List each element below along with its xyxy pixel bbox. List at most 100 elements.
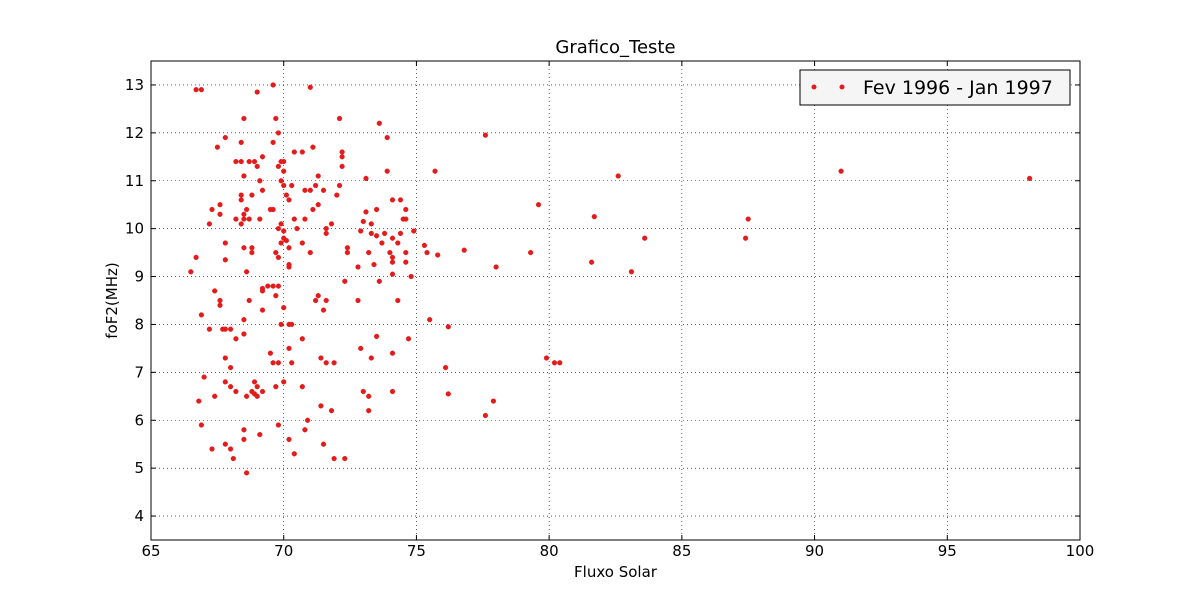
data-point (405, 336, 412, 342)
data-point (281, 159, 287, 165)
data-point (299, 149, 305, 155)
data-point (403, 216, 409, 222)
data-point (222, 257, 228, 263)
data-point (389, 254, 396, 261)
data-point (198, 312, 205, 318)
data-point (273, 384, 279, 390)
data-point (403, 206, 409, 213)
data-point (244, 470, 250, 476)
data-point (289, 360, 295, 366)
data-point (307, 250, 313, 256)
data-point (358, 345, 364, 352)
chart-title: Grafico_Teste (555, 37, 675, 58)
data-point (403, 250, 409, 256)
data-point (283, 238, 290, 244)
data-point (238, 192, 244, 198)
data-point (254, 384, 260, 390)
data-point (241, 436, 247, 443)
data-point (482, 412, 489, 419)
data-point (270, 283, 276, 289)
data-point (408, 273, 414, 280)
data-point (259, 288, 266, 294)
data-point (241, 245, 247, 251)
y-tick-label: 13 (125, 76, 144, 94)
data-point (254, 393, 260, 399)
y-axis-label: foF2(MHz) (103, 262, 121, 338)
grid-lines (151, 61, 1080, 540)
data-point (342, 278, 348, 284)
data-point (355, 264, 361, 270)
y-tick-label: 4 (134, 507, 144, 525)
data-point (323, 230, 329, 237)
data-point (217, 202, 223, 208)
data-point (482, 132, 489, 138)
y-tick-label: 5 (134, 459, 144, 477)
data-point (389, 235, 396, 241)
data-point (588, 259, 595, 265)
data-point (291, 451, 297, 457)
x-tick-label: 85 (672, 542, 691, 560)
data-point (310, 206, 316, 213)
legend: Fev 1996 - Jan 1997 (799, 69, 1071, 106)
data-point (310, 144, 316, 150)
data-point (299, 240, 305, 246)
data-point (395, 240, 401, 246)
y-tick-label: 7 (134, 363, 144, 381)
data-point (331, 456, 337, 462)
y-tick-label: 6 (134, 411, 144, 429)
data-point (281, 228, 287, 234)
data-point (233, 388, 239, 395)
data-point (642, 235, 648, 241)
data-point (251, 159, 258, 165)
data-point (217, 297, 223, 304)
data-point (251, 379, 258, 385)
data-point (551, 360, 558, 366)
data-point (336, 115, 343, 122)
x-tick-label: 90 (805, 542, 824, 560)
data-point (374, 333, 380, 340)
data-point (222, 326, 228, 332)
x-tick-label: 95 (938, 542, 957, 560)
data-point (212, 288, 218, 294)
data-point (334, 192, 340, 198)
data-point (389, 197, 396, 203)
data-point (344, 245, 351, 251)
data-point (222, 441, 228, 447)
data-point (302, 216, 308, 222)
data-point (291, 149, 297, 155)
data-point (241, 427, 247, 433)
data-point (241, 173, 247, 179)
data-point (368, 230, 374, 237)
legend-box (799, 69, 1071, 106)
data-point (273, 115, 279, 122)
data-point (318, 355, 324, 361)
data-point (244, 269, 250, 275)
data-point (313, 182, 319, 189)
data-point (286, 197, 292, 203)
data-point (493, 264, 499, 270)
data-point (435, 252, 441, 258)
data-point (270, 360, 276, 366)
data-point (315, 293, 321, 299)
data-point (302, 187, 308, 193)
data-point (389, 259, 396, 265)
data-point (384, 168, 390, 174)
data-point (249, 250, 255, 256)
data-point (320, 441, 327, 447)
data-point (342, 456, 348, 462)
data-point (1026, 175, 1033, 182)
data-point (445, 324, 451, 330)
data-point (241, 331, 247, 337)
data-point (320, 187, 327, 193)
data-point (238, 159, 244, 165)
data-point (265, 283, 271, 289)
data-point (339, 149, 345, 155)
x-axis-label: Fluxo Solar (574, 563, 658, 581)
data-point (328, 408, 335, 414)
data-point (283, 192, 290, 198)
data-point (244, 206, 250, 213)
data-point (193, 87, 199, 93)
axis-ticks: 65 70 75 80 85 90 95 100 4 5 6 7 8 9 10 11 12 13 (125, 61, 1094, 560)
data-point (411, 228, 417, 234)
data-point (206, 221, 213, 227)
